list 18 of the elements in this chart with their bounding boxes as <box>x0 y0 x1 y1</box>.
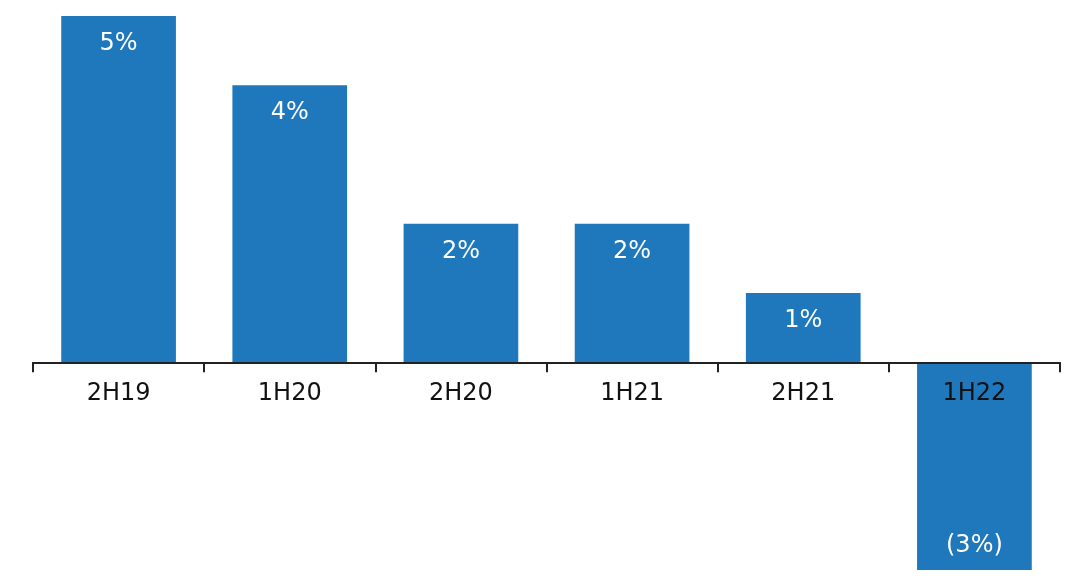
data-label: 2% <box>441 235 480 264</box>
bar <box>745 293 861 363</box>
data-label: 2% <box>613 235 652 264</box>
x-tick-label: 1H22 <box>942 378 1007 407</box>
data-label: (3%) <box>946 530 1003 558</box>
bar <box>61 16 176 363</box>
bar <box>574 223 690 363</box>
x-tick-label: 2H20 <box>428 378 493 407</box>
bar <box>403 223 519 363</box>
data-label: 4% <box>270 97 309 126</box>
bar <box>917 362 1032 570</box>
bar <box>232 85 348 363</box>
x-tick-label: 2H19 <box>86 378 151 407</box>
data-label: 1% <box>784 305 823 333</box>
data-label: 5% <box>99 28 138 56</box>
x-tick-label: 1H20 <box>257 378 322 407</box>
x-tick-label: 2H21 <box>771 378 836 407</box>
x-tick-label: 1H21 <box>600 378 665 407</box>
